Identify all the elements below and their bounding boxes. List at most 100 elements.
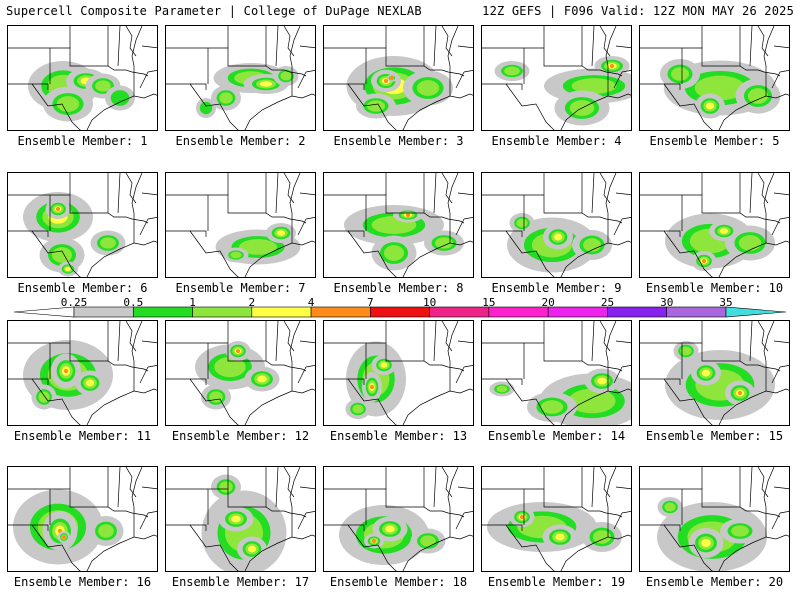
boundary-line: [771, 512, 781, 530]
boundary-line: [305, 365, 315, 368]
scp-contour: [280, 71, 292, 81]
boundary-line: [663, 378, 714, 425]
boundary-line: [640, 83, 681, 90]
boundary-line: [749, 173, 753, 214]
scp-contour: [231, 515, 241, 523]
ensemble-member-map: [7, 25, 158, 131]
scp-contour: [738, 391, 742, 395]
boundary-line: [275, 321, 279, 362]
ensemble-member-map: [639, 172, 790, 278]
boundary-line: [482, 488, 623, 518]
boundary-line: [244, 534, 315, 571]
scp-contour: [56, 96, 80, 112]
boundary-line: [297, 512, 307, 530]
boundary-line: [560, 240, 631, 277]
boundary-line: [505, 83, 556, 130]
ensemble-member-map: [165, 466, 316, 572]
boundary-line: [779, 365, 789, 368]
boundary-line: [289, 26, 301, 96]
ensemble-member-map: [165, 320, 316, 426]
scp-contour: [610, 64, 614, 68]
boundary-line: [125, 467, 137, 498]
boundary-line: [86, 534, 157, 571]
boundary-line: [283, 467, 295, 498]
boundary-line: [117, 173, 121, 214]
ensemble-member-map: [323, 466, 474, 572]
boundary-line: [605, 26, 617, 96]
map-title: Supercell Composite Parameter | College …: [6, 4, 422, 18]
boundary-line: [749, 467, 753, 508]
boundary-line: [613, 366, 623, 384]
boundary-line: [599, 173, 611, 204]
boundary-line: [455, 71, 465, 89]
boundary-line: [640, 378, 681, 385]
scp-contour: [214, 356, 246, 378]
boundary-line: [771, 366, 781, 384]
scp-contour: [219, 481, 233, 493]
boundary-line: [613, 512, 623, 530]
boundary-line: [663, 83, 714, 130]
boundary-line: [447, 173, 459, 243]
boundary-line: [591, 321, 595, 362]
colorbar-tick-label: 20: [541, 296, 555, 309]
boundary-line: [749, 321, 753, 362]
boundary-line: [447, 467, 459, 537]
boundary-line: [283, 26, 295, 57]
boundary-line: [147, 365, 157, 368]
ensemble-member-map: [7, 466, 158, 572]
boundary-line: [139, 366, 149, 384]
boundary-line: [605, 173, 617, 243]
colorbar-tick-label: 0.25: [60, 296, 88, 309]
scp-map: [640, 26, 789, 130]
boundary-line: [591, 467, 595, 508]
scp-contour: [51, 247, 73, 263]
colorbar: [14, 306, 786, 318]
boundary-line: [605, 467, 617, 537]
boundary-line: [615, 340, 631, 344]
boundary-line: [347, 83, 398, 130]
scp-map: [166, 321, 315, 425]
boundary-line: [244, 93, 315, 130]
ensemble-member-map: [7, 172, 158, 278]
colorbar-segment: [488, 306, 549, 318]
boundary-line: [8, 83, 49, 90]
boundary-line: [599, 321, 611, 352]
boundary-line: [31, 378, 82, 425]
boundary-line: [757, 321, 769, 352]
colorbar-segment: [370, 306, 430, 318]
boundary-line: [8, 524, 49, 531]
colorbar-segment: [310, 306, 371, 318]
boundary-line: [31, 524, 82, 571]
boundary-line: [305, 217, 315, 220]
scp-map: [482, 467, 631, 571]
boundary-line: [324, 47, 465, 77]
boundary-line: [605, 321, 617, 391]
boundary-line: [482, 83, 523, 90]
scp-contour: [719, 228, 729, 234]
scp-contour: [390, 76, 394, 80]
boundary-line: [125, 173, 137, 204]
boundary-line: [275, 173, 279, 214]
boundary-line: [640, 194, 781, 224]
scp-contour: [100, 237, 116, 249]
boundary-line: [779, 217, 789, 220]
scp-contour: [435, 237, 453, 249]
boundary-line: [117, 321, 121, 362]
scp-contour: [416, 80, 440, 96]
boundary-line: [560, 388, 631, 425]
boundary-line: [757, 467, 769, 498]
ensemble-member-map: [481, 320, 632, 426]
scp-contour: [247, 545, 257, 553]
scp-contour: [95, 80, 111, 92]
scp-contour: [98, 524, 114, 538]
member-caption: Ensemble Member: 16: [13, 575, 152, 589]
boundary-line: [141, 340, 157, 344]
boundary-line: [131, 173, 143, 243]
boundary-line: [640, 488, 781, 518]
scp-map: [8, 321, 157, 425]
scp-contour: [701, 369, 711, 377]
boundary-line: [347, 378, 398, 425]
scp-contour: [664, 502, 676, 512]
boundary-line: [283, 173, 295, 204]
boundary-line: [275, 467, 279, 508]
